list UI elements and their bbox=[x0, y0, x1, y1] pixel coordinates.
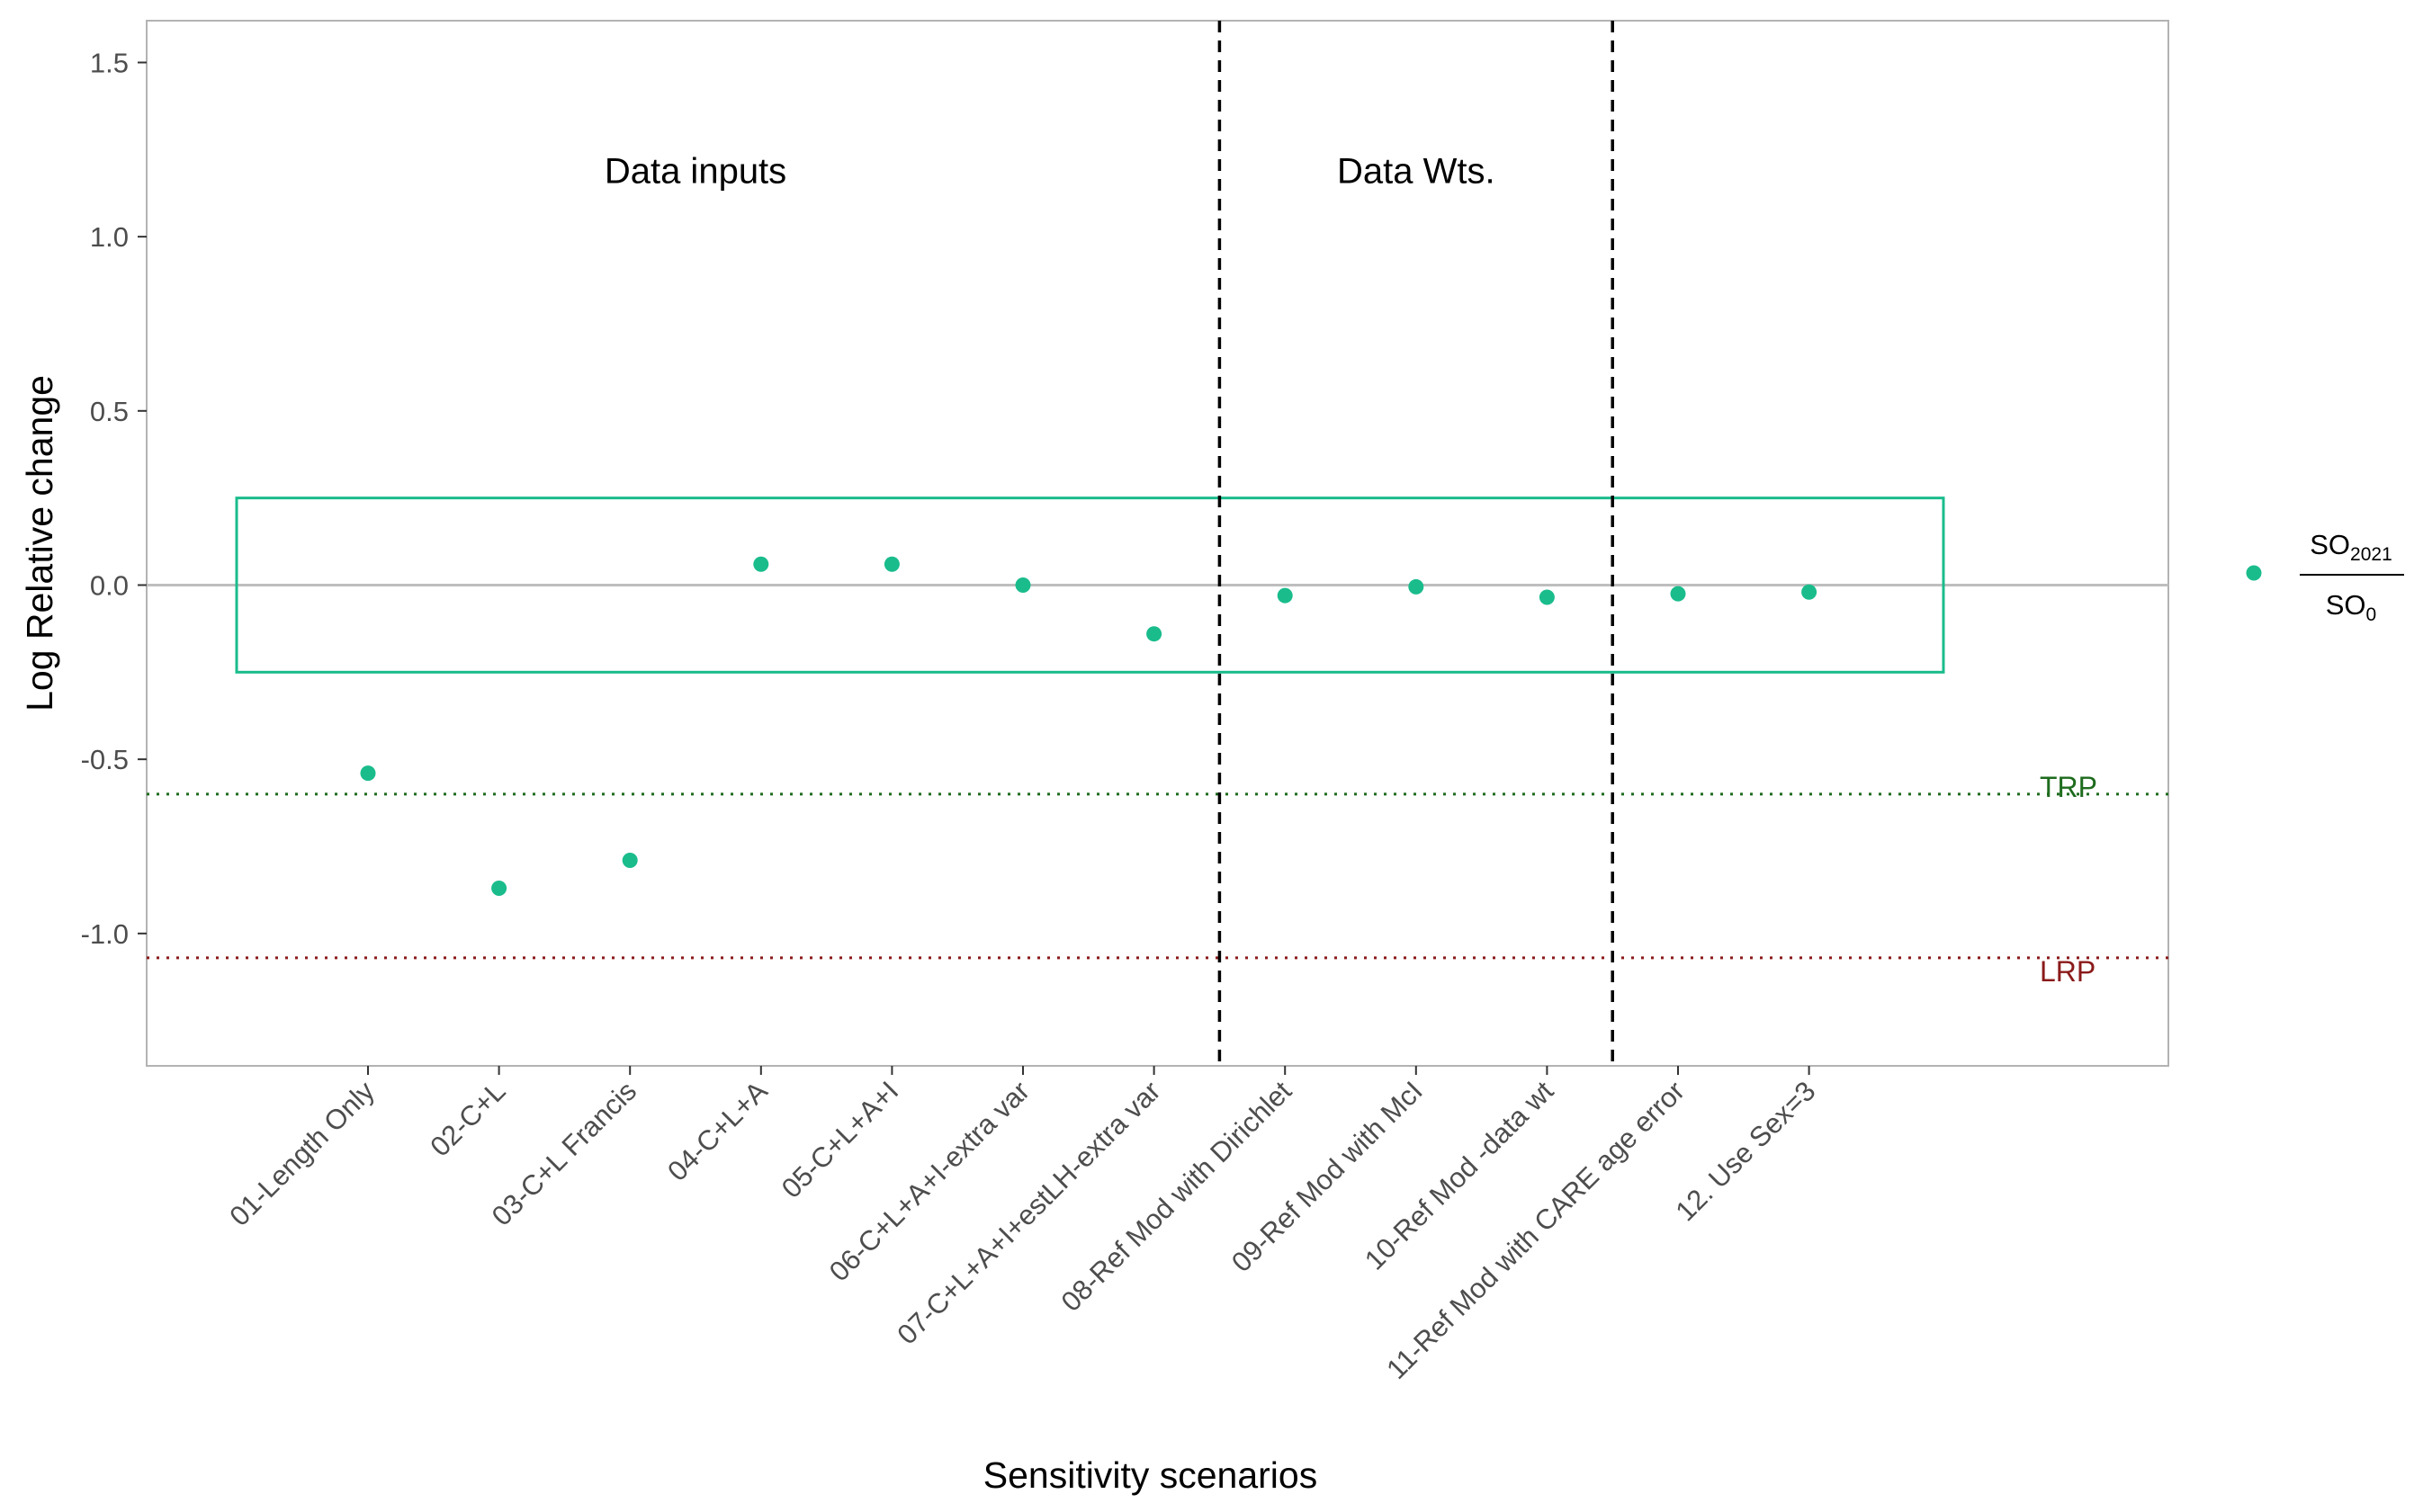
x-tick-label-1: 01-Length Only bbox=[223, 1075, 381, 1232]
y-tick-label-1: 1.5 bbox=[90, 47, 129, 78]
region-label-2: Data Wts. bbox=[1337, 152, 1495, 192]
x-axis-title: Sensitivity scenarios bbox=[983, 1454, 1317, 1496]
reference-layer: TRP LRP Data inputs Data Wts. bbox=[147, 21, 2168, 1066]
legend-numerator: SO2021 bbox=[2310, 529, 2392, 565]
data-point-3 bbox=[622, 852, 638, 868]
y-tick-label-3: 0.5 bbox=[90, 396, 129, 427]
x-tick-label-12: 12. Use Sex=3 bbox=[1669, 1075, 1821, 1227]
points-layer bbox=[360, 556, 1817, 896]
x-tick-label-5: 05-C+L+A+I bbox=[776, 1075, 905, 1204]
data-point-5 bbox=[884, 556, 900, 572]
reference-band bbox=[235, 497, 1945, 674]
x-tick-label-8: 08-Ref Mod with Dirichlet bbox=[1055, 1075, 1298, 1318]
data-point-1 bbox=[360, 765, 376, 782]
legend-denominator: SO0 bbox=[2326, 589, 2376, 625]
region-label-1: Data inputs bbox=[605, 152, 786, 192]
reference-label-lrp: LRP bbox=[2040, 955, 2095, 988]
x-tick-label-2: 02-C+L bbox=[424, 1075, 511, 1162]
data-point-8 bbox=[1277, 587, 1293, 604]
y-tick-label-6: -1.0 bbox=[81, 918, 129, 950]
plot-panel bbox=[146, 20, 2169, 1067]
y-tick-label-5: -0.5 bbox=[81, 744, 129, 775]
reference-label-trp: TRP bbox=[2040, 771, 2097, 803]
y-axis: 1.5 1.0 0.5 0.0 -0.5 -1.0 bbox=[81, 47, 147, 950]
x-axis: 01-Length Only 02-C+L03-C+L Francis 04-C+L… bbox=[223, 1066, 1822, 1385]
legend: SO2021 SO0 bbox=[2246, 529, 2404, 625]
data-point-2 bbox=[491, 880, 507, 896]
data-point-7 bbox=[1146, 626, 1162, 642]
y-tick-label-4: 0.0 bbox=[90, 569, 129, 601]
data-point-11 bbox=[1670, 586, 1686, 602]
data-point-12 bbox=[1801, 584, 1817, 600]
data-point-9 bbox=[1408, 578, 1424, 595]
y-axis-title: Log Relative change bbox=[19, 375, 60, 711]
x-tick-label-11: 11-Ref Mod with CARE age error bbox=[1380, 1075, 1691, 1385]
y-tick-label-2: 1.0 bbox=[90, 221, 129, 253]
data-point-10 bbox=[1539, 589, 1555, 605]
data-point-6 bbox=[1015, 577, 1031, 593]
data-point-4 bbox=[753, 556, 769, 572]
x-tick-label-7: 07-C+L+A+I+estLH-extra var bbox=[891, 1075, 1166, 1350]
x-tick-label-4: 04-C+L+A bbox=[661, 1075, 774, 1187]
legend-key-point bbox=[2246, 565, 2262, 581]
